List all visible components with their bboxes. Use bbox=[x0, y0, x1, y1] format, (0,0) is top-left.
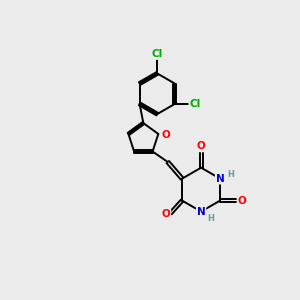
Text: Cl: Cl bbox=[190, 99, 201, 109]
Text: N: N bbox=[216, 174, 224, 184]
Text: O: O bbox=[237, 196, 246, 206]
Text: O: O bbox=[162, 130, 170, 140]
Text: N: N bbox=[197, 207, 206, 217]
Text: O: O bbox=[197, 141, 206, 152]
Text: Cl: Cl bbox=[152, 49, 163, 59]
Text: H: H bbox=[207, 214, 214, 223]
Text: O: O bbox=[162, 209, 170, 219]
Text: H: H bbox=[227, 170, 234, 179]
